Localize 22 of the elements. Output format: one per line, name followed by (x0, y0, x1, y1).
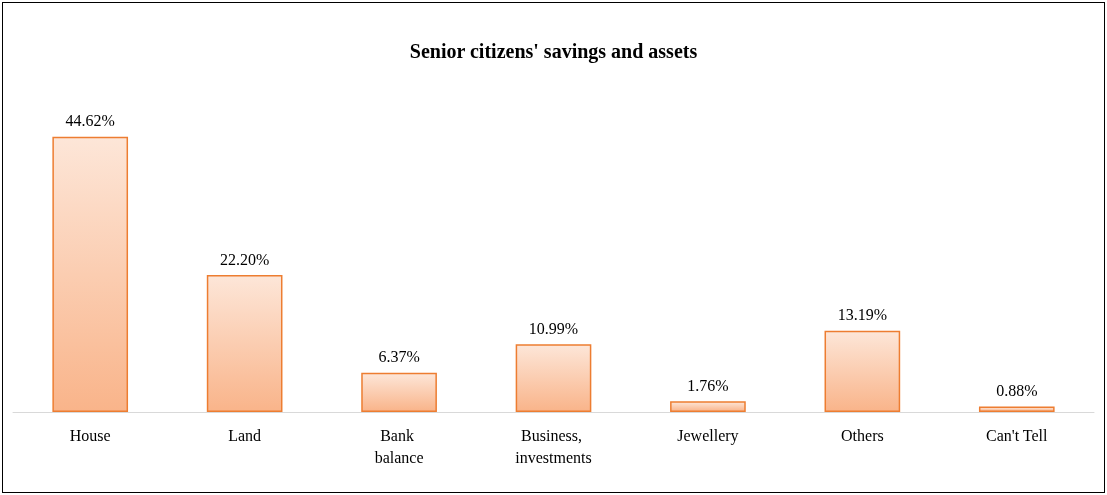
data-label: 0.88% (996, 382, 1038, 400)
bar (206, 275, 283, 412)
x-tick-label: Land (228, 426, 262, 444)
data-label: 44.62% (65, 112, 115, 130)
bar (52, 136, 129, 412)
chart-title: Senior citizens' savings and assets (409, 40, 698, 63)
bar (978, 406, 1055, 412)
x-tick-label: Business, investments (515, 426, 592, 466)
bar (515, 344, 592, 412)
data-label: 10.99% (528, 319, 579, 337)
bar (361, 372, 437, 412)
data-label: 13.19% (837, 306, 888, 324)
x-tick-label: Bank balance (374, 426, 424, 466)
bar (824, 330, 901, 412)
data-label: 22.20% (219, 250, 270, 268)
x-tick-label: Others (841, 426, 884, 444)
data-label: 6.37% (378, 348, 420, 366)
x-tick-label: Can't Tell (986, 426, 1049, 444)
x-tick-label: Jewellery (677, 426, 739, 445)
x-tick-label: House (69, 426, 111, 444)
data-label: 1.76% (687, 376, 729, 394)
bar (670, 401, 746, 412)
